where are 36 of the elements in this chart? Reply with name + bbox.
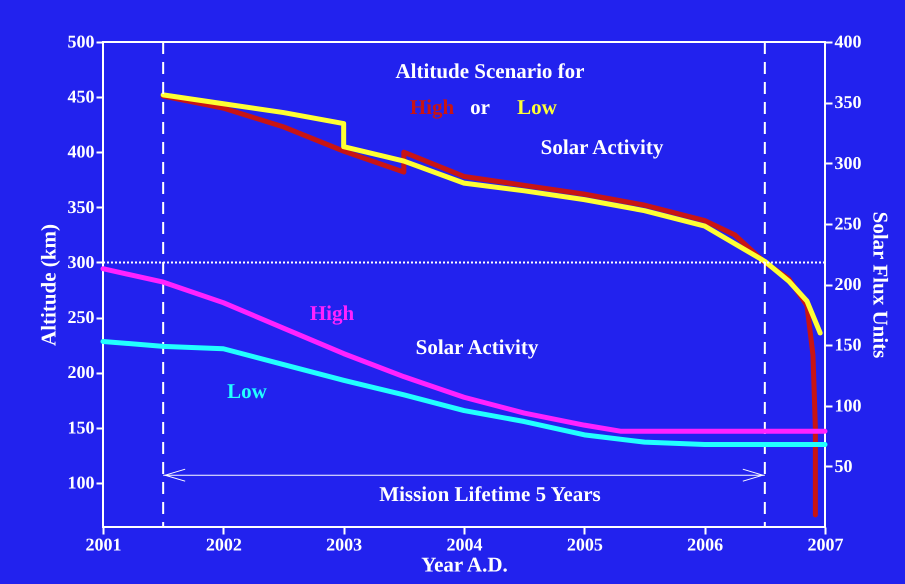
- y-tick-label: 500: [68, 32, 94, 52]
- y2-tick-label: 250: [834, 213, 862, 234]
- y2-tick-label: 150: [834, 334, 862, 355]
- x-tick-label: 2005: [566, 534, 603, 554]
- text: Low: [517, 95, 558, 119]
- series-label: High: [310, 301, 354, 325]
- y-tick-label: 350: [68, 196, 94, 217]
- series-label: Low: [227, 379, 268, 403]
- series-label: High: [410, 95, 454, 119]
- x-tick-label: 2006: [687, 534, 724, 554]
- x-tick-label: 2004: [446, 534, 482, 554]
- annotation: Solar Activity: [416, 335, 539, 359]
- x-tick-label: 2002: [206, 534, 242, 554]
- y2-tick-label: 400: [834, 32, 862, 52]
- y-tick-label: 400: [68, 142, 94, 162]
- y2-tick-label: 300: [834, 152, 862, 173]
- annotation: Solar Activity: [540, 135, 664, 159]
- y-tick-label: 250: [68, 307, 94, 328]
- y-tick-label: 100: [68, 472, 94, 492]
- x-tick-label: 2007: [808, 534, 844, 554]
- x-tick-label: 2003: [326, 534, 362, 554]
- ref-line-label: Mission Lifetime 5 Years: [379, 482, 601, 506]
- y-axis-title: Altitude (km): [36, 224, 60, 346]
- text: Altitude Scenario for: [396, 59, 584, 83]
- y2-tick-label: 100: [834, 395, 862, 416]
- y-tick-label: 200: [68, 362, 94, 382]
- y2-tick-label: 50: [834, 456, 852, 476]
- y2-tick-label: 350: [834, 92, 862, 112]
- x-axis-title: Year A.D.: [421, 552, 508, 576]
- y2-tick-label: 200: [834, 274, 862, 294]
- y2-axis-title: Solar Flux Units: [868, 212, 892, 358]
- y-tick-label: 150: [68, 417, 94, 438]
- annotation: or: [470, 95, 490, 119]
- y-tick-label: 450: [68, 86, 94, 107]
- x-tick-label: 2001: [86, 534, 122, 554]
- y-tick-label: 300: [68, 252, 94, 272]
